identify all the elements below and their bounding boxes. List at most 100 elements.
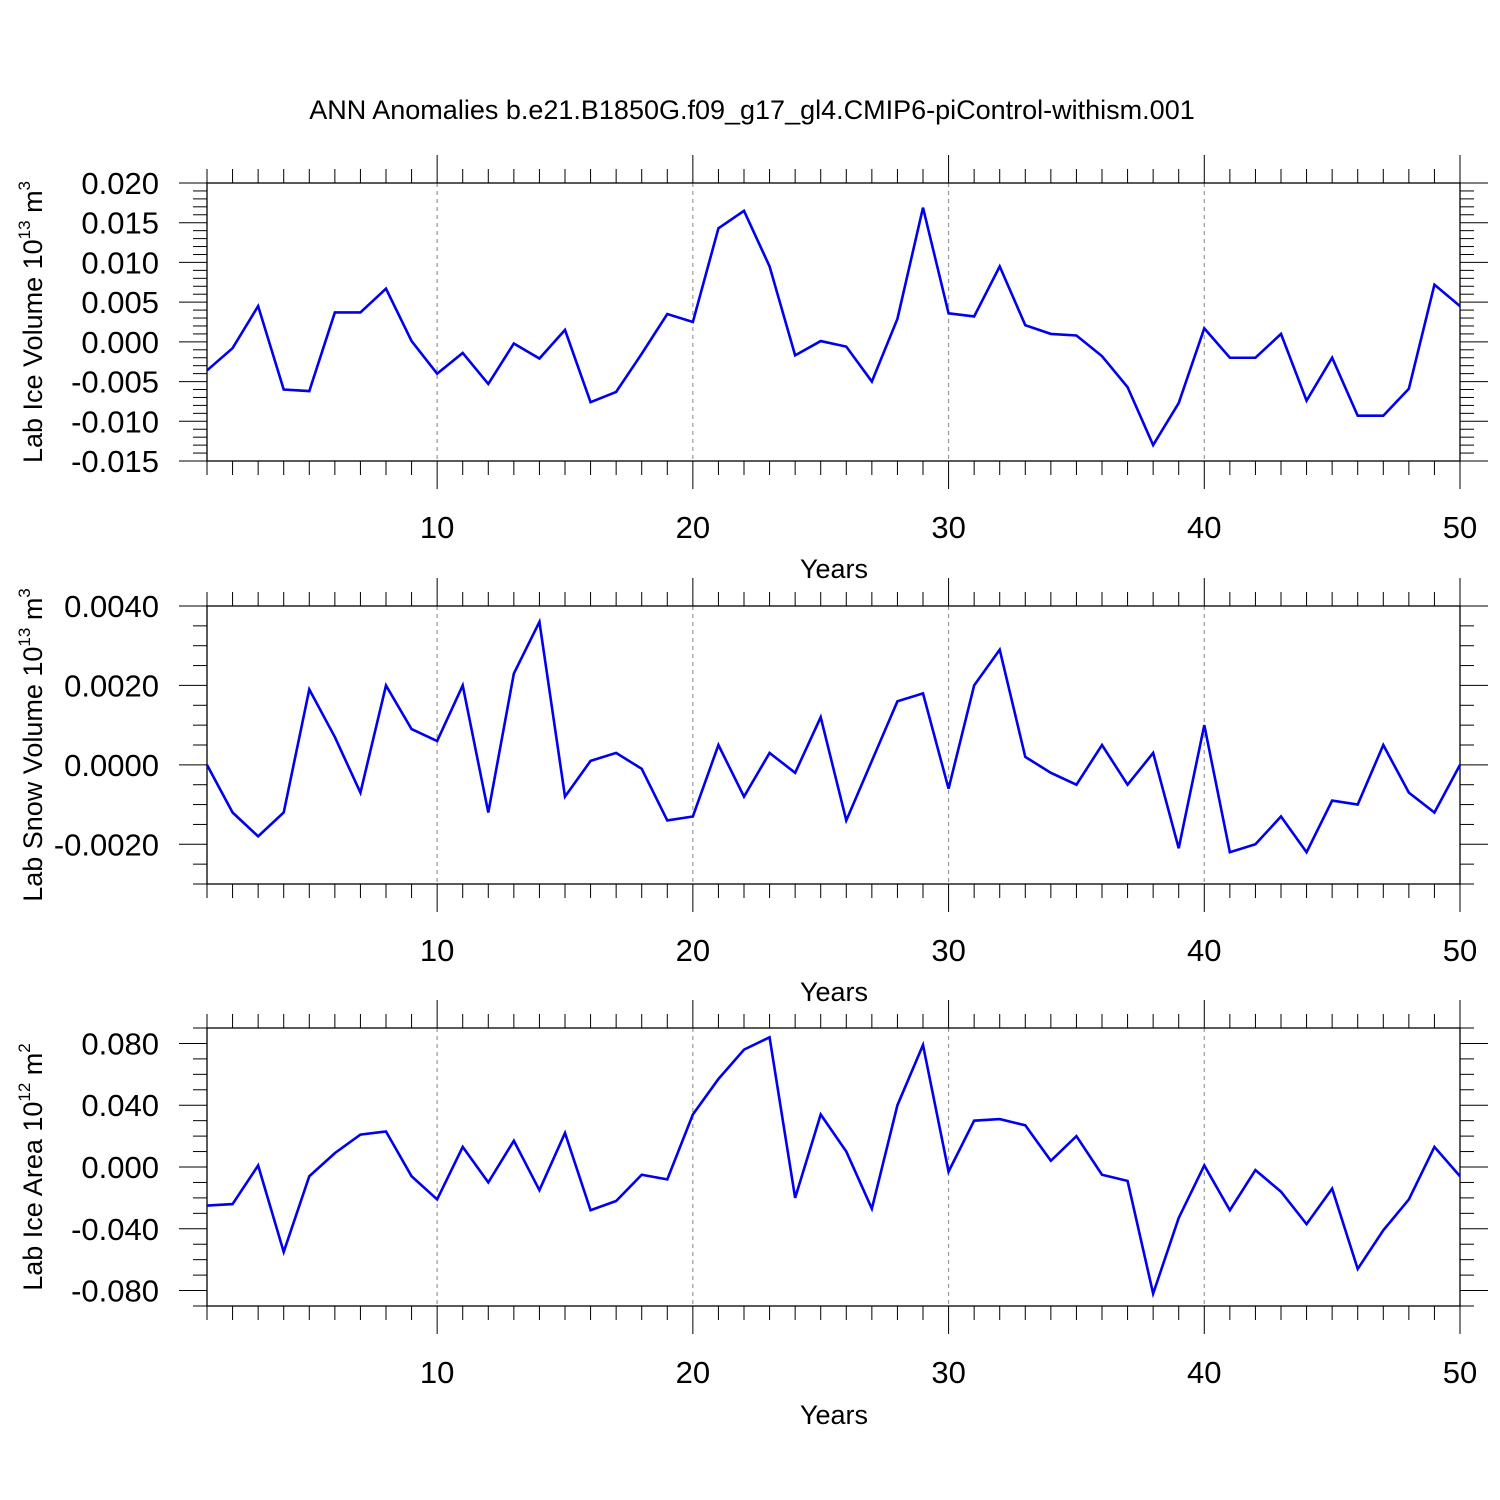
data-point — [1074, 783, 1078, 787]
data-point — [1151, 1292, 1155, 1296]
data-point — [1177, 1216, 1181, 1220]
x-axis-label: Years — [800, 1400, 868, 1430]
y-axis-label-sup: 12 — [15, 1083, 34, 1102]
data-point — [563, 1131, 567, 1135]
data-point — [307, 389, 311, 393]
x-tick-label: 30 — [931, 510, 965, 545]
data-point — [384, 287, 388, 291]
data-point — [1279, 332, 1283, 336]
y-axis-label-sup: 3 — [15, 181, 34, 190]
data-point — [1126, 1179, 1130, 1183]
chart-title: ANN Anomalies b.e21.B1850G.f09_g17_gl4.C… — [309, 95, 1194, 125]
x-tick-label: 40 — [1187, 933, 1221, 968]
data-point — [1279, 814, 1283, 818]
x-tick-label: 10 — [420, 933, 454, 968]
data-point — [921, 1043, 925, 1047]
data-point — [1381, 743, 1385, 747]
x-tick-label: 50 — [1443, 933, 1477, 968]
y-tick-label: -0.010 — [71, 404, 159, 439]
data-point — [282, 388, 286, 392]
y-axis-label: Lab Ice Area 1012 m2 — [15, 1043, 48, 1291]
y-tick-label: -0.040 — [71, 1212, 159, 1247]
data-point — [768, 1035, 772, 1039]
data-point — [205, 368, 209, 372]
data-point — [358, 1133, 362, 1137]
data-point — [1305, 399, 1309, 403]
data-point — [1407, 1197, 1411, 1201]
data-point — [1049, 1159, 1053, 1163]
y-tick-label: 0.0040 — [64, 589, 159, 624]
data-point — [895, 317, 899, 321]
data-point — [589, 1208, 593, 1212]
data-point — [1407, 791, 1411, 795]
data-point — [691, 1112, 695, 1116]
x-tick-label: 10 — [420, 510, 454, 545]
data-point — [461, 1145, 465, 1149]
data-point — [870, 1207, 874, 1211]
y-axis-label-part: m — [18, 190, 48, 220]
data-point — [665, 818, 669, 822]
plot-frame — [206, 1027, 1461, 1307]
data-point — [844, 818, 848, 822]
data-point — [231, 811, 235, 815]
y-tick-label: -0.0020 — [54, 827, 159, 862]
data-point — [1305, 1222, 1309, 1226]
data-point — [486, 811, 490, 815]
x-tick-label: 20 — [676, 1355, 710, 1390]
plot-frame — [206, 182, 1461, 462]
data-point — [512, 672, 516, 676]
y-axis-label: Lab Ice Volume 1013 m3 — [15, 181, 48, 463]
data-point — [614, 1199, 618, 1203]
data-point — [231, 346, 235, 350]
data-point — [716, 743, 720, 747]
y-tick-label: 0.000 — [81, 325, 159, 360]
data-point — [537, 1188, 541, 1192]
x-tick-label: 50 — [1443, 1355, 1477, 1390]
data-point — [947, 787, 951, 791]
data-point — [742, 795, 746, 799]
series-line — [205, 617, 1462, 855]
data-point — [563, 328, 567, 332]
data-point — [589, 759, 593, 763]
data-point — [256, 1163, 260, 1167]
data-point — [1100, 354, 1104, 358]
data-point — [1279, 1190, 1283, 1194]
data-point — [1330, 799, 1334, 803]
y-tick-label: 0.015 — [81, 206, 159, 241]
y-tick-label: 0.005 — [81, 285, 159, 320]
x-tick-label: 40 — [1187, 510, 1221, 545]
data-point — [435, 372, 439, 376]
data-point — [895, 1103, 899, 1107]
data-point — [1151, 443, 1155, 447]
data-point — [307, 687, 311, 691]
data-point — [665, 312, 669, 316]
data-point — [793, 353, 797, 357]
data-point — [614, 390, 618, 394]
y-tick-label: 0.000 — [81, 1150, 159, 1185]
data-point — [1432, 811, 1436, 815]
data-point — [1023, 323, 1027, 327]
data-point — [614, 751, 618, 755]
data-point — [793, 1196, 797, 1200]
data-point — [768, 751, 772, 755]
data-point — [947, 1170, 951, 1174]
data-point — [1381, 1228, 1385, 1232]
data-point — [256, 304, 260, 308]
y-axis-label-part: m — [18, 598, 48, 628]
data-point — [461, 351, 465, 355]
data-point — [870, 380, 874, 384]
data-point — [1202, 326, 1206, 330]
data-point — [563, 795, 567, 799]
data-point — [819, 715, 823, 719]
y-tick-label: 0.0020 — [64, 668, 159, 703]
data-point — [1049, 771, 1053, 775]
data-point — [1407, 387, 1411, 391]
data-point — [333, 1151, 337, 1155]
data-point — [1356, 1267, 1360, 1271]
data-point — [998, 1117, 1002, 1121]
data-point — [819, 339, 823, 343]
data-point — [1330, 1187, 1334, 1191]
data-point — [742, 209, 746, 213]
x-axis-label: Years — [800, 554, 868, 584]
data-point — [921, 691, 925, 695]
